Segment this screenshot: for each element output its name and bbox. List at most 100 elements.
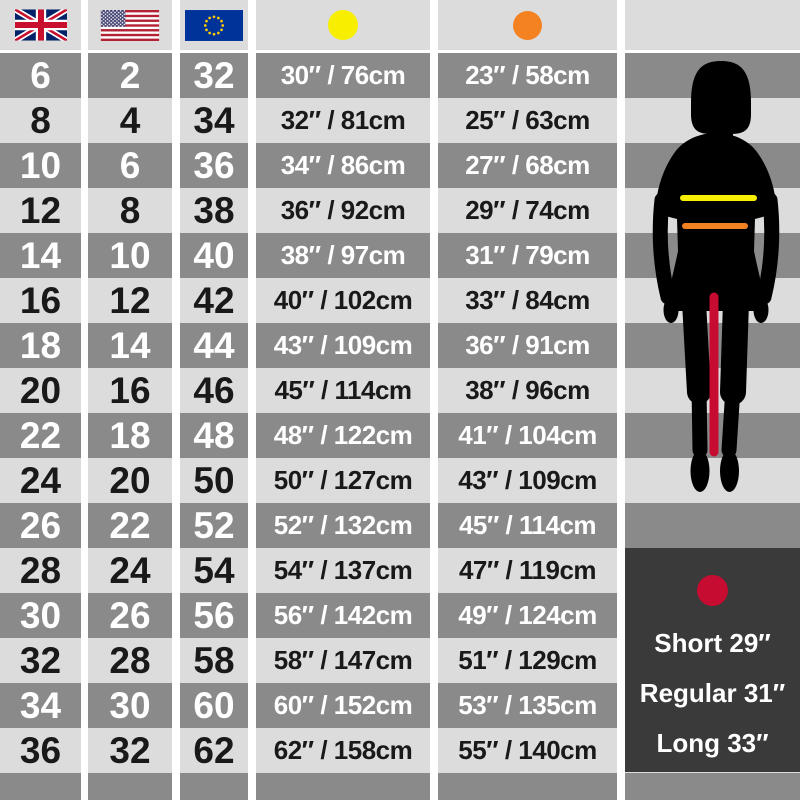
cell-eu-row0: 32: [180, 53, 248, 98]
cell-us-row12: 26: [88, 593, 172, 638]
column-waist: 23″ / 58cm 25″ / 63cm 27″ / 68cm 29″ / 74cm…: [438, 0, 617, 800]
cell-uk-row13: 32: [0, 638, 81, 683]
cell-bust-row1: 32″ / 81cm: [256, 98, 430, 143]
right-foot: [720, 450, 739, 492]
inseam-length-short: Short 29″: [654, 628, 771, 658]
cell-eu-row3: 38: [180, 188, 248, 233]
column-header-waist: [438, 0, 617, 50]
inseam-red-circle-icon: [697, 575, 728, 606]
cell-eu-row15: 62: [180, 728, 248, 773]
cell-us-row5: 12: [88, 278, 172, 323]
cell-bust-row7: 45″ / 114cm: [256, 368, 430, 413]
cell-uk-row15: 36: [0, 728, 81, 773]
cell-uk-row6: 18: [0, 323, 81, 368]
header-divider: [438, 50, 617, 53]
cell-waist-row4: 31″ / 79cm: [438, 233, 617, 278]
cell-waist-row0: 23″ / 58cm: [438, 53, 617, 98]
cell-us-row3: 8: [88, 188, 172, 233]
cell-uk-row4: 14: [0, 233, 81, 278]
cell-waist-row13: 51″ / 129cm: [438, 638, 617, 683]
column-header-uk: [0, 0, 81, 50]
cell-bust-row10: 52″ / 132cm: [256, 503, 430, 548]
column-header-eu: [180, 0, 248, 50]
cell-eu-row12: 56: [180, 593, 248, 638]
cell-uk-row10: 26: [0, 503, 81, 548]
waist-orange-circle-icon: [513, 10, 542, 40]
cell-bust-row12: 56″ / 142cm: [256, 593, 430, 638]
cell-bust-row4: 38″ / 97cm: [256, 233, 430, 278]
cell-us-row10: 22: [88, 503, 172, 548]
cell-eu-row14: 60: [180, 683, 248, 728]
cell-eu-row10: 52: [180, 503, 248, 548]
cell-bust-row11: 54″ / 137cm: [256, 548, 430, 593]
cell-eu-row13: 58: [180, 638, 248, 683]
female-silhouette: [652, 61, 780, 492]
column-footer: [180, 773, 248, 800]
eu-size-list: 32 34 36 38 40 42 44 46 48 50 52 54 56 58 60 62: [180, 53, 248, 773]
cell-us-row1: 4: [88, 98, 172, 143]
column-eu-sizes: 32 34 36 38 40 42 44 46 48 50 52 54 56 58 60 62: [180, 0, 248, 800]
cell-bust-row15: 62″ / 158cm: [256, 728, 430, 773]
column-uk-sizes: 6 8 10 12 14 16 18 20 22 24 26 28 30 32 34 36: [0, 0, 81, 800]
cell-us-row6: 14: [88, 323, 172, 368]
cell-uk-row11: 28: [0, 548, 81, 593]
cell-waist-row15: 55″ / 140cm: [438, 728, 617, 773]
figure-panel: Short 29″ Regular 31″ Long 33″: [625, 0, 800, 800]
hair: [691, 61, 751, 134]
column-footer: [0, 773, 81, 800]
right-hand: [753, 297, 769, 323]
cell-bust-row14: 60″ / 152cm: [256, 683, 430, 728]
cell-uk-row8: 22: [0, 413, 81, 458]
bust-yellow-circle-icon: [328, 10, 358, 40]
waist-measurement-list: 23″ / 58cm 25″ / 63cm 27″ / 68cm 29″ / 74cm…: [438, 53, 617, 773]
cell-eu-row5: 42: [180, 278, 248, 323]
cell-waist-row3: 29″ / 74cm: [438, 188, 617, 233]
cell-us-row4: 10: [88, 233, 172, 278]
cell-uk-row7: 20: [0, 368, 81, 413]
cell-uk-row1: 8: [0, 98, 81, 143]
cell-eu-row9: 50: [180, 458, 248, 503]
cell-us-row14: 30: [88, 683, 172, 728]
column-footer: [88, 773, 172, 800]
column-bust: 30″ / 76cm 32″ / 81cm 34″ / 86cm 36″ / 92cm…: [256, 0, 430, 800]
cell-eu-row8: 48: [180, 413, 248, 458]
header-divider: [88, 50, 172, 53]
cell-eu-row7: 46: [180, 368, 248, 413]
uk-flag-icon: [14, 9, 67, 41]
us-flag-icon: [100, 9, 160, 41]
cell-eu-row4: 40: [180, 233, 248, 278]
column-us-sizes: 2 4 6 8 10 12 14 16 18 20 22 24 26 28 30 32: [88, 0, 172, 800]
cell-bust-row0: 30″ / 76cm: [256, 53, 430, 98]
cell-us-row15: 32: [88, 728, 172, 773]
cell-bust-row6: 43″ / 109cm: [256, 323, 430, 368]
column-footer: [256, 773, 430, 800]
cell-us-row7: 16: [88, 368, 172, 413]
column-header-bust: [256, 0, 430, 50]
us-size-list: 2 4 6 8 10 12 14 16 18 20 22 24 26 28 30 32: [88, 53, 172, 773]
cell-waist-row2: 27″ / 68cm: [438, 143, 617, 188]
header-divider: [180, 50, 248, 53]
cell-uk-row3: 12: [0, 188, 81, 233]
cell-bust-row8: 48″ / 122cm: [256, 413, 430, 458]
cell-us-row2: 6: [88, 143, 172, 188]
inseam-legend-box: Short 29″ Regular 31″ Long 33″: [625, 548, 800, 772]
left-hand: [663, 297, 679, 323]
cell-us-row8: 18: [88, 413, 172, 458]
cell-bust-row9: 50″ / 127cm: [256, 458, 430, 503]
eu-flag-icon: [185, 9, 243, 41]
bust-measurement-list: 30″ / 76cm 32″ / 81cm 34″ / 86cm 36″ / 92cm…: [256, 53, 430, 773]
inseam-length-long: Long 33″: [656, 728, 769, 758]
cell-waist-row11: 47″ / 119cm: [438, 548, 617, 593]
cell-uk-row12: 30: [0, 593, 81, 638]
cell-bust-row2: 34″ / 86cm: [256, 143, 430, 188]
cell-bust-row3: 36″ / 92cm: [256, 188, 430, 233]
cell-us-row9: 20: [88, 458, 172, 503]
inseam-lengths: Short 29″ Regular 31″ Long 33″: [640, 618, 785, 768]
cell-waist-row6: 36″ / 91cm: [438, 323, 617, 368]
cell-waist-row14: 53″ / 135cm: [438, 683, 617, 728]
header-divider: [256, 50, 430, 53]
cell-eu-row11: 54: [180, 548, 248, 593]
cell-waist-row1: 25″ / 63cm: [438, 98, 617, 143]
cell-uk-row5: 16: [0, 278, 81, 323]
